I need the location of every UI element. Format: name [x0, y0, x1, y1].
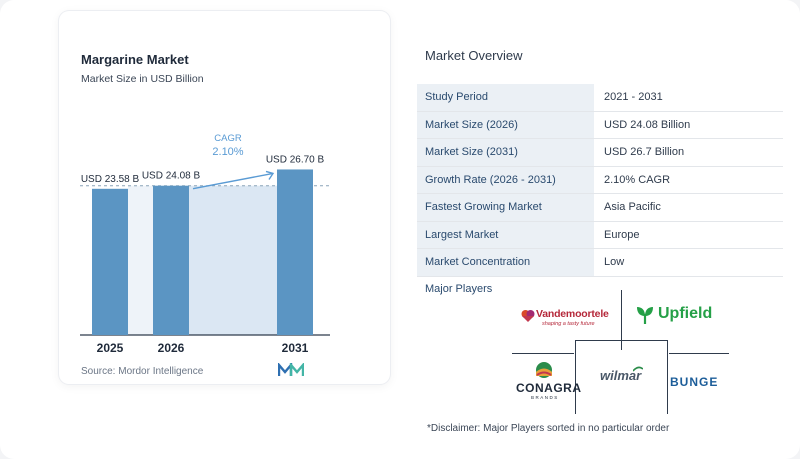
overview-label: Market Concentration	[417, 248, 594, 277]
bar-2031	[277, 169, 313, 335]
overview-row: Growth Rate (2026 - 2031) 2.10% CAGR	[417, 166, 783, 194]
bar-value-label: USD 26.70 B	[266, 154, 325, 165]
players-title: Major Players	[425, 283, 493, 295]
cagr-arrow-line	[192, 172, 274, 190]
conagra-brands-text: BRANDS	[531, 395, 559, 400]
x-tick-label: 2026	[158, 341, 185, 355]
players-divider	[512, 353, 574, 354]
wilmar-swoosh-icon	[633, 366, 643, 372]
overview-label: Market Size (2031)	[417, 138, 594, 167]
vandemoortele-heart-icon	[521, 310, 535, 322]
cagr-value: 2.10%	[212, 146, 243, 158]
overview-label: Growth Rate (2026 - 2031)	[417, 166, 594, 194]
overview-value: USD 24.08 Billion	[594, 111, 783, 139]
chart-title: Margarine Market	[81, 52, 189, 67]
players-divider	[575, 340, 576, 414]
overview-row: Largest Market Europe	[417, 221, 783, 249]
wilmar-logo: wilmar	[596, 366, 652, 388]
left-background-band	[128, 185, 153, 335]
conagra-emblem-icon	[536, 362, 552, 378]
chart-subtitle: Market Size in USD Billion	[81, 73, 204, 85]
disclaimer-text: *Disclaimer: Major Players sorted in no …	[427, 423, 670, 434]
players-divider	[669, 353, 729, 354]
overview-title: Market Overview	[425, 48, 523, 63]
conagra-wordmark: CONAGRA	[516, 381, 582, 395]
cagr-label: CAGR	[214, 133, 242, 144]
overview-label: Largest Market	[417, 221, 594, 249]
bar-2025	[92, 188, 128, 335]
x-tick-label: 2031	[282, 341, 309, 355]
overview-row: Study Period 2021 - 2031	[417, 84, 783, 112]
upfield-leaf-icon	[637, 307, 653, 324]
overview-table: Study Period 2021 - 2031 Market Size (20…	[417, 84, 783, 277]
bar-value-label: USD 23.58 B	[81, 174, 140, 185]
overview-value: Low	[594, 248, 783, 277]
bunge-wordmark: BUNGE	[670, 375, 719, 389]
cagr-arrow-head	[265, 170, 275, 180]
overview-row: Market Size (2031) USD 26.7 Billion	[417, 138, 783, 167]
vandemoortele-tagline: shaping a tasty future	[542, 321, 595, 327]
vandemoortele-logo: Vandemoortele shaping a tasty future	[521, 306, 616, 330]
bar-2026	[153, 185, 189, 335]
vandemoortele-wordmark: Vandemoortele	[536, 308, 609, 320]
x-tick-label: 2025	[97, 341, 124, 355]
overview-value: Asia Pacific	[594, 193, 783, 222]
overview-label: Study Period	[417, 84, 594, 112]
mordor-logo-icon	[278, 363, 304, 376]
overview-row: Market Size (2026) USD 24.08 Billion	[417, 111, 783, 139]
overview-value: 2.10% CAGR	[594, 166, 783, 194]
overview-row: Fastest Growing Market Asia Pacific	[417, 193, 783, 222]
overview-value: Europe	[594, 221, 783, 249]
upfield-wordmark: Upfield	[658, 305, 713, 322]
overview-row: Market Concentration Low	[417, 248, 783, 277]
chart-source: Source: Mordor Intelligence	[81, 366, 204, 377]
conagra-logo: CONAGRA BRANDS	[515, 361, 581, 401]
players-divider	[667, 340, 668, 414]
bunge-logo: BUNGE	[670, 373, 728, 393]
players-divider	[575, 340, 668, 341]
cagr-band	[189, 185, 277, 335]
overview-value: USD 26.7 Billion	[594, 138, 783, 167]
wilmar-wordmark: wilmar	[600, 368, 642, 383]
overview-label: Market Size (2026)	[417, 111, 594, 139]
bar-value-label: USD 24.08 B	[142, 171, 201, 182]
players-divider	[621, 290, 622, 350]
overview-label: Fastest Growing Market	[417, 193, 594, 222]
upfield-logo: Upfield	[636, 303, 716, 329]
overview-value: 2021 - 2031	[594, 84, 783, 112]
